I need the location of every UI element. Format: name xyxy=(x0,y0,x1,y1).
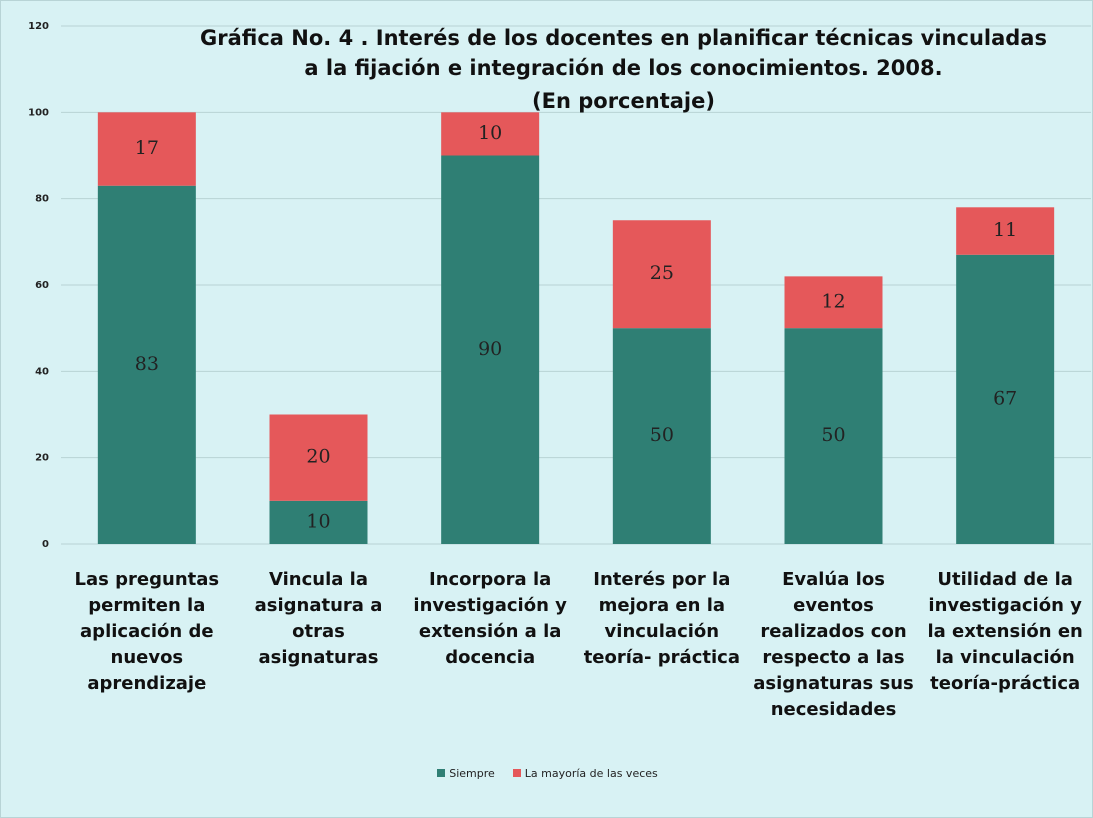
legend-label: Siempre xyxy=(449,767,495,780)
x-tick-label: Las preguntas permiten la aplicación de … xyxy=(74,569,220,694)
bar-segment xyxy=(956,207,1055,255)
bar-segment xyxy=(97,112,196,186)
bar-segment xyxy=(784,328,883,544)
x-tick-label: Vincula la asignatura a otras asignatura… xyxy=(254,569,383,668)
value-label: 50 xyxy=(650,424,674,446)
y-tick-label: 120 xyxy=(28,21,49,32)
bar-segment xyxy=(612,328,711,544)
legend-item: Siempre xyxy=(437,767,495,780)
y-tick-label: 20 xyxy=(35,453,49,464)
y-tick-label: 100 xyxy=(28,107,49,118)
value-label: 12 xyxy=(821,290,845,312)
x-tick-label: Interés por la mejora en la vinculación … xyxy=(583,569,740,668)
legend-swatch xyxy=(512,769,521,777)
legend-item: La mayoría de las veces xyxy=(512,767,658,780)
y-tick-label: 0 xyxy=(42,539,49,550)
x-tick-label: Incorpora la investigación y extensión a… xyxy=(413,569,567,668)
chart-subtitle: (En porcentaje) xyxy=(532,89,715,113)
x-tick-label: Utilidad de la investigación y la extens… xyxy=(927,569,1083,694)
bar-segment xyxy=(784,276,883,329)
legend-swatch xyxy=(437,769,446,777)
value-label: 10 xyxy=(478,122,502,144)
chart-title: Gráfica No. 4 . Interés de los docentes … xyxy=(200,26,1047,80)
bar-segment xyxy=(269,414,368,501)
y-tick-label: 60 xyxy=(35,280,49,291)
y-tick-label: 40 xyxy=(35,366,49,377)
bar-segment xyxy=(441,155,540,544)
bar-segment xyxy=(441,112,540,156)
value-label: 90 xyxy=(478,338,502,360)
bar-segment xyxy=(612,220,711,329)
bar-segment xyxy=(97,185,196,544)
value-label: 10 xyxy=(306,510,330,532)
value-label: 11 xyxy=(993,219,1017,241)
x-tick-label: Evalúa los eventos realizados con respec… xyxy=(753,569,914,720)
value-label: 67 xyxy=(993,387,1017,409)
value-label: 20 xyxy=(306,446,330,468)
value-label: 25 xyxy=(650,262,674,284)
bar-segment xyxy=(956,254,1055,545)
bar-segment xyxy=(269,500,368,544)
y-tick-label: 80 xyxy=(35,194,49,205)
value-label: 83 xyxy=(135,353,159,375)
value-label: 17 xyxy=(135,137,159,159)
value-label: 50 xyxy=(821,424,845,446)
legend-label: La mayoría de las veces xyxy=(524,767,658,780)
legend: Siempre La mayoría de las veces xyxy=(1,767,1092,780)
